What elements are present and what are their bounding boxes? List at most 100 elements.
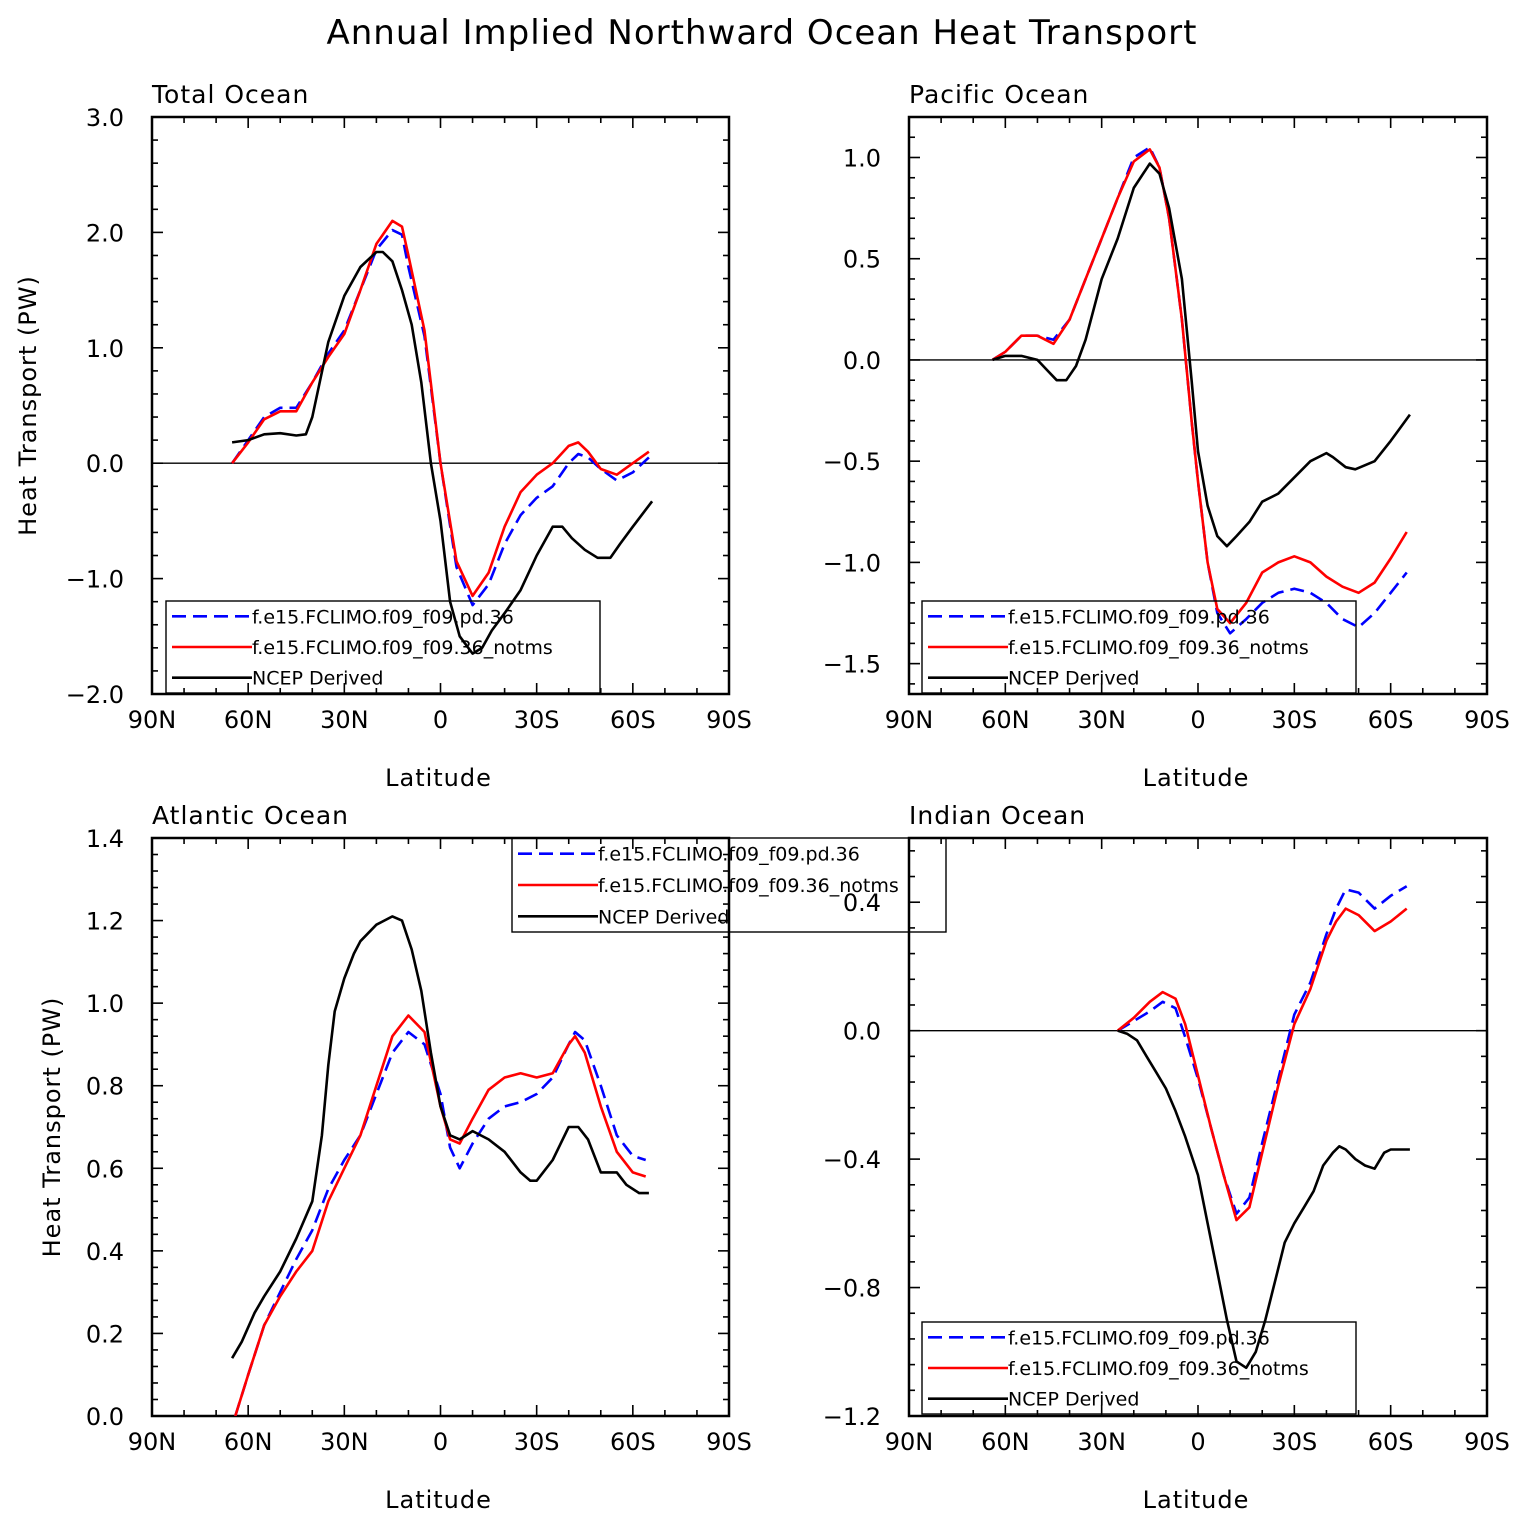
- series-line: [234, 1030, 647, 1416]
- panel-pacific-ocean: Pacific Ocean 90N 60N 30N 0 30S 60S 90S −1.5 −1.0…: [823, 80, 1510, 792]
- x-tick-label: 90N: [885, 1428, 934, 1456]
- x-tick-label: 90S: [706, 706, 752, 734]
- legend: f.e15.FCLIMO.f09_f09.pd.36 f.e15.FCLIMO.f…: [921, 1321, 1357, 1415]
- legend-label: f.e15.FCLIMO.f09_f09.36_notms: [1008, 1358, 1309, 1380]
- y-tick-label: −1.0: [66, 566, 124, 594]
- x-tick-label: 30N: [1077, 1428, 1126, 1456]
- legend-label: NCEP Derived: [252, 668, 383, 690]
- x-tick-label: 60S: [1368, 1428, 1414, 1456]
- x-tick-label: 60N: [224, 706, 273, 734]
- legend: f.e15.FCLIMO.f09_f09.pd.36 f.e15.FCLIMO.f…: [511, 837, 947, 933]
- y-tick-label: 1.0: [86, 990, 124, 1018]
- y-tick-label: 3.0: [86, 104, 124, 132]
- y-tick-label: 0.0: [843, 347, 881, 375]
- series-line: [230, 915, 649, 1359]
- x-tick-label: 90N: [885, 706, 934, 734]
- y-tick-label: −0.5: [823, 448, 881, 476]
- legend-box: [165, 600, 601, 694]
- x-tick-label: 30N: [320, 1428, 369, 1456]
- x-tick-label: 90S: [1464, 706, 1510, 734]
- y-tick-label: 1.2: [86, 908, 124, 936]
- y-tick-label: −0.4: [823, 1146, 881, 1174]
- panel-title: Atlantic Ocean: [152, 801, 349, 830]
- y-tick-label: 0.8: [86, 1073, 124, 1101]
- y-tick-label: 2.0: [86, 219, 124, 247]
- y-tick-label: −0.8: [823, 1275, 881, 1303]
- y-axis-label: Heat Transport (PW): [38, 997, 66, 1258]
- legend-label: NCEP Derived: [1008, 1389, 1139, 1411]
- series-line: [231, 228, 650, 607]
- x-tick-label: 90S: [706, 1428, 752, 1456]
- x-tick-label: 30S: [1271, 706, 1317, 734]
- series-line: [1117, 885, 1408, 1215]
- x-tick-label: 30S: [514, 706, 560, 734]
- y-tick-label: 0.4: [843, 889, 881, 917]
- x-tick-label: 0: [1190, 1428, 1205, 1456]
- y-tick-label: 0.6: [86, 1155, 124, 1183]
- y-tick-label: 0.4: [86, 1238, 124, 1266]
- y-tick-label: 0.0: [86, 1403, 124, 1431]
- x-tick-label: 30S: [1271, 1428, 1317, 1456]
- legend-label: f.e15.FCLIMO.f09_f09.36_notms: [252, 637, 553, 659]
- series-line: [231, 250, 654, 655]
- x-tick-label: 90N: [128, 1428, 177, 1456]
- panel-atlantic-ocean: Atlantic Ocean 90N 60N 30N 0 30S 60S 90S 0.0 0.2 0…: [38, 801, 947, 1514]
- legend-label: NCEP Derived: [598, 906, 729, 928]
- y-tick-label: 0.2: [86, 1320, 124, 1348]
- series-line: [991, 146, 1408, 635]
- series-group: [230, 915, 649, 1416]
- x-tick-label: 60N: [981, 1428, 1030, 1456]
- legend-label: f.e15.FCLIMO.f09_f09.pd.36: [1008, 1327, 1270, 1349]
- y-tick-label: −1.0: [823, 549, 881, 577]
- y-tick-label: 1.0: [843, 144, 881, 172]
- x-tick-label: 60N: [981, 706, 1030, 734]
- legend-box: [511, 837, 947, 933]
- x-tick-label: 60S: [610, 1428, 656, 1456]
- x-tick-label: 90S: [1464, 1428, 1510, 1456]
- series-group: [1116, 885, 1410, 1370]
- legend-label: f.e15.FCLIMO.f09_f09.36_notms: [1008, 637, 1309, 659]
- legend-box: [921, 1321, 1357, 1415]
- x-tick-label: 0: [1190, 706, 1205, 734]
- x-axis-label: Latitude: [385, 764, 492, 792]
- series-line: [1116, 907, 1408, 1222]
- y-tick-label: 0.0: [86, 450, 124, 478]
- x-axis-label: Latitude: [385, 1486, 492, 1514]
- panel-title: Indian Ocean: [909, 801, 1086, 830]
- legend-box: [921, 600, 1357, 694]
- x-tick-label: 0: [433, 706, 448, 734]
- x-tick-label: 30S: [514, 1428, 560, 1456]
- legend-label: f.e15.FCLIMO.f09_f09.pd.36: [1008, 606, 1270, 628]
- y-tick-label: 1.4: [86, 825, 124, 853]
- panel-title: Pacific Ocean: [909, 80, 1089, 109]
- y-tick-label: −1.2: [823, 1403, 881, 1431]
- series-group: [231, 219, 654, 655]
- x-tick-label: 30N: [320, 706, 369, 734]
- panel-indian-ocean: Indian Ocean 90N 60N 30N 0 30S 60S 90S −1.2 −0.8 −…: [823, 801, 1510, 1514]
- figure-title: Annual Implied Northward Ocean Heat Tran…: [327, 13, 1198, 53]
- panel-total-ocean: Total Ocean 90N 60N 30N 0 30S 60S 90S −2.0 −1.0 0.…: [14, 80, 752, 792]
- series-line: [231, 219, 650, 598]
- panel-title: Total Ocean: [151, 80, 309, 109]
- series-line: [991, 148, 1408, 625]
- legend-label: f.e15.FCLIMO.f09_f09.pd.36: [598, 844, 860, 866]
- legend-label: f.e15.FCLIMO.f09_f09.36_notms: [598, 875, 899, 897]
- x-axis-label: Latitude: [1143, 1486, 1250, 1514]
- y-tick-label: 0.5: [843, 246, 881, 274]
- x-tick-label: 60N: [224, 1428, 273, 1456]
- x-tick-label: 90N: [128, 706, 177, 734]
- x-tick-label: 60S: [610, 706, 656, 734]
- x-axis-label: Latitude: [1143, 764, 1250, 792]
- legend: f.e15.FCLIMO.f09_f09.pd.36 f.e15.FCLIMO.f…: [921, 600, 1357, 694]
- x-tick-label: 0: [433, 1428, 448, 1456]
- y-axis-label: Heat Transport (PW): [14, 275, 42, 536]
- legend-label: f.e15.FCLIMO.f09_f09.pd.36: [252, 606, 514, 628]
- x-tick-label: 60S: [1368, 706, 1414, 734]
- legend: f.e15.FCLIMO.f09_f09.pd.36 f.e15.FCLIMO.f…: [165, 600, 601, 694]
- y-tick-label: −2.0: [66, 681, 124, 709]
- series-line: [1117, 1029, 1410, 1370]
- series-line: [992, 162, 1411, 548]
- y-tick-label: −1.5: [823, 651, 881, 679]
